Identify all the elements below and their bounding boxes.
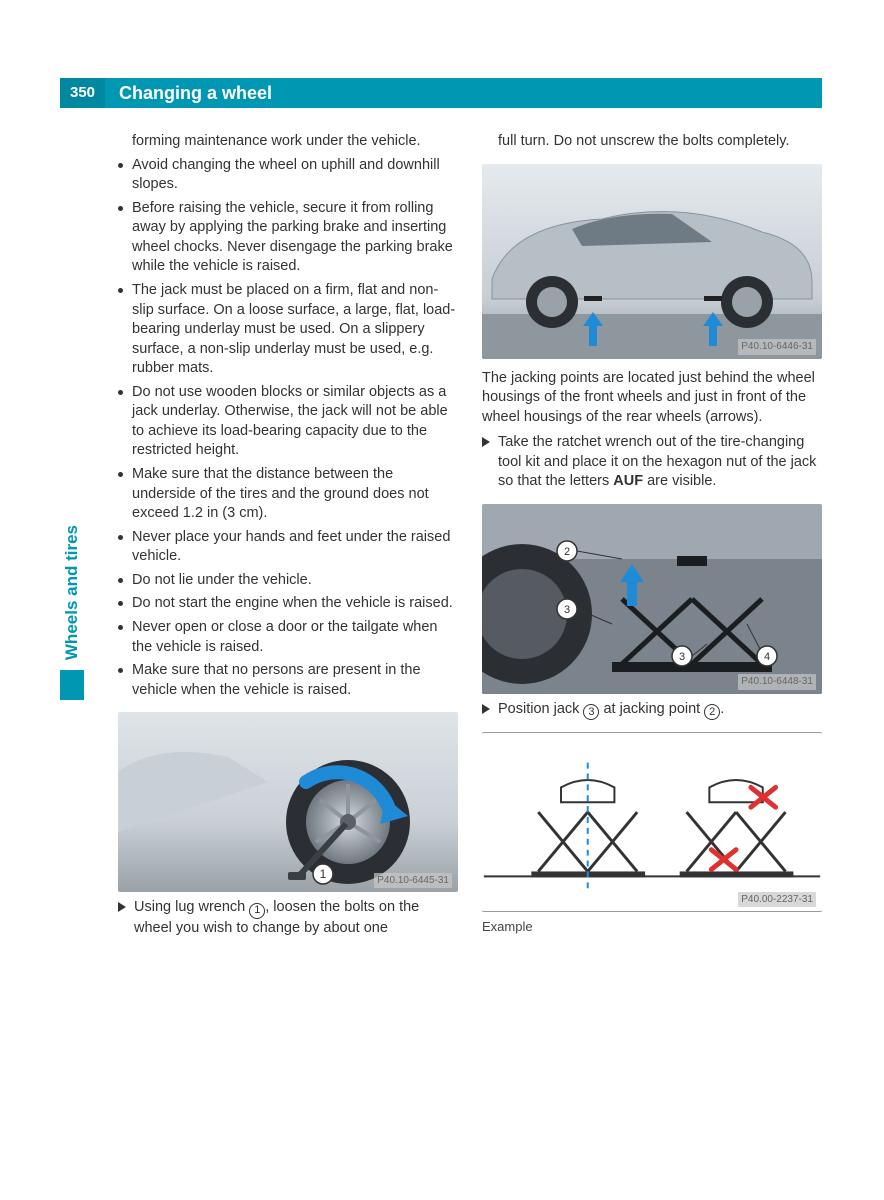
figure-caption: Example [482,918,822,936]
continued-text: full turn. Do not unscrew the bolts comp… [482,132,822,152]
page-number: 350 [60,78,105,108]
svg-text:4: 4 [764,651,770,663]
list-item: Make sure that no persons are present in… [118,661,458,700]
list-item: Before raising the vehicle, secure it fr… [118,199,458,277]
list-item: Do not lie under the vehicle. [118,571,458,591]
figure-code: P40.10-6445-31 [374,873,452,889]
step-loosen-bolts: Using lug wrench 1, loosen the bolts on … [118,898,458,938]
list-item: Do not start the engine when the vehicle… [118,594,458,614]
figure-jacking-points: P40.10-6446-31 [482,164,822,359]
figure-code: P40.10-6448-31 [738,674,816,690]
list-item: Make sure that the distance between the … [118,465,458,524]
list-item: Do not use wooden blocks or similar obje… [118,383,458,461]
step-text: . [720,701,724,717]
section-tab: Wheels and tires [60,525,84,700]
svg-text:2: 2 [564,546,570,558]
figure-jack-example: P40.00-2237-31 [482,732,822,912]
page-header: 350 Changing a wheel [60,78,822,108]
continued-text: forming maintenance work under the vehic… [118,132,458,152]
step-ratchet-wrench: Take the ratchet wrench out of the tire-… [482,433,822,492]
section-tab-marker [60,670,84,700]
list-item: Avoid changing the wheel on uphill and d… [118,156,458,195]
svg-text:1: 1 [320,867,327,881]
list-item: Never place your hands and feet under th… [118,528,458,567]
step-text: are visible. [643,473,716,489]
section-tab-label: Wheels and tires [61,525,84,660]
figure-code: P40.00-2237-31 [738,892,816,908]
warning-list: Avoid changing the wheel on uphill and d… [118,156,458,701]
svg-text:3: 3 [679,651,685,663]
jacking-points-text: The jacking points are located just behi… [482,369,822,428]
page-title: Changing a wheel [105,81,272,105]
callout-1-icon: 1 [249,903,265,919]
callout-2-icon: 2 [704,704,720,720]
step-position-jack: Position jack 3 at jacking point 2. [482,700,822,721]
list-item: Never open or close a door or the tailga… [118,618,458,657]
step-text: at jacking point [599,701,704,717]
figure-code: P40.10-6446-31 [738,339,816,355]
svg-text:3: 3 [564,604,570,616]
step-text: Using lug wrench [134,899,249,915]
step-text: Position jack [498,701,583,717]
right-column: full turn. Do not unscrew the bolts comp… [482,132,822,944]
list-item: The jack must be placed on a firm, flat … [118,281,458,379]
figure-jack-placement: 2 3 3 4 P40.10-6448-31 [482,504,822,694]
left-column: forming maintenance work under the vehic… [118,132,458,944]
step-text-bold: AUF [613,473,643,489]
callout-3-icon: 3 [583,704,599,720]
figure-lug-wrench: 1 P40.10-6445-31 [118,712,458,892]
content-area: forming maintenance work under the vehic… [118,132,822,944]
